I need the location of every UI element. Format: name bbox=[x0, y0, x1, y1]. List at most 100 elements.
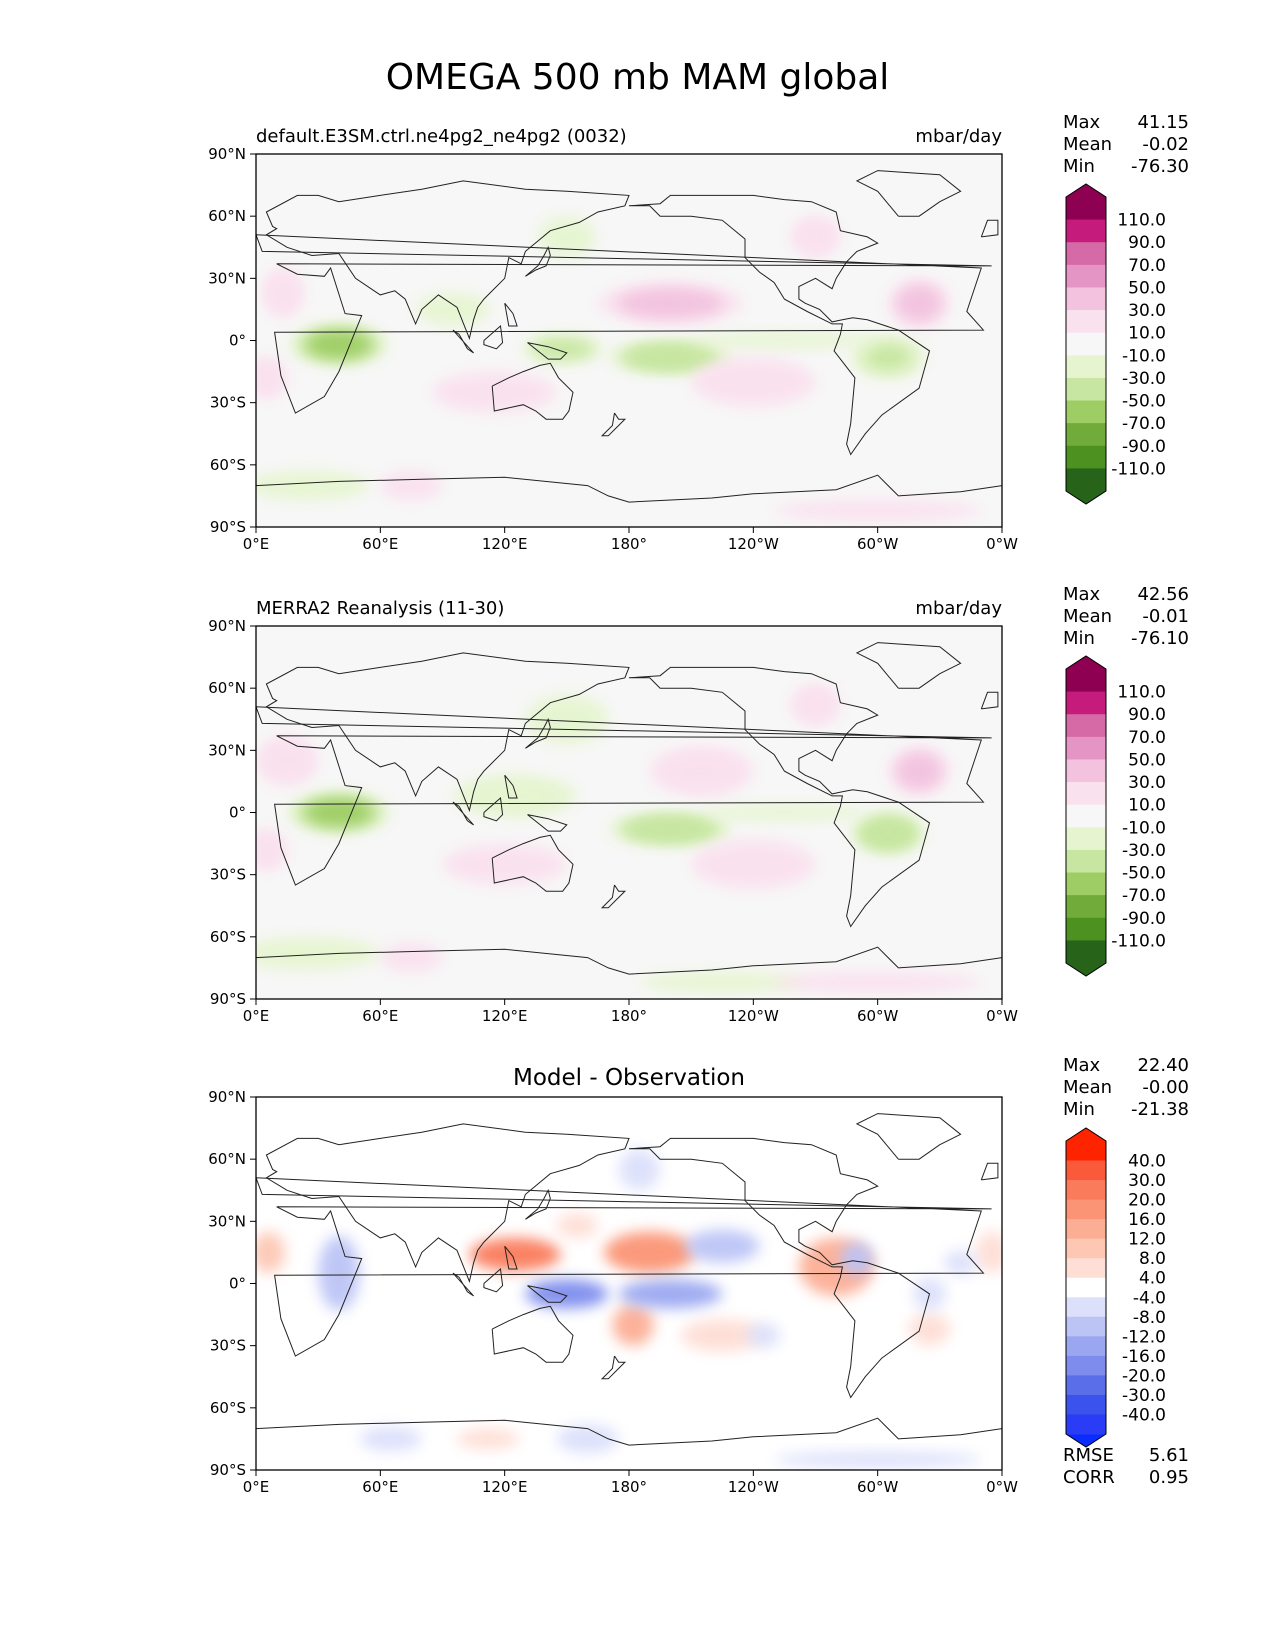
colorbar-segment bbox=[1066, 1394, 1106, 1415]
coastline bbox=[265, 180, 630, 341]
contour-region bbox=[612, 1304, 654, 1346]
contour-region bbox=[618, 1279, 723, 1309]
colorbar-label: -30.0 bbox=[1122, 841, 1166, 861]
contour-region bbox=[359, 1426, 422, 1452]
stat-value: -21.38 bbox=[1131, 1099, 1189, 1120]
colorbar-segment bbox=[1066, 400, 1106, 424]
colorbar-extend-bottom bbox=[1066, 1434, 1106, 1447]
y-tick-label: 60°N bbox=[208, 679, 246, 697]
panel-units: mbar/day bbox=[915, 598, 1002, 619]
colorbar: 40.030.020.016.012.08.04.0-4.0-8.0-12.0-… bbox=[1065, 1127, 1166, 1448]
stat-value: 42.56 bbox=[1137, 584, 1189, 605]
y-tick-label: 30°S bbox=[210, 866, 246, 884]
x-tick-label: 60°W bbox=[857, 1007, 899, 1025]
colorbar-outline bbox=[1065, 1127, 1107, 1448]
y-tick-label: 60°N bbox=[208, 207, 246, 225]
coastline bbox=[504, 1245, 518, 1270]
colorbar-segment bbox=[1066, 1258, 1106, 1279]
colorbar-label: 90.0 bbox=[1128, 705, 1166, 725]
coastline bbox=[504, 774, 518, 799]
x-tick-label: 0°E bbox=[243, 535, 270, 553]
x-tick-label: 180° bbox=[611, 1007, 647, 1025]
y-tick-label: 30°N bbox=[208, 741, 246, 759]
coastline bbox=[256, 706, 992, 886]
colorbar-segment bbox=[1066, 1141, 1106, 1162]
coastline bbox=[855, 170, 962, 217]
metric-label: CORR bbox=[1063, 1467, 1115, 1488]
colorbar-label: -30.0 bbox=[1122, 1386, 1166, 1406]
contour-region bbox=[306, 799, 372, 826]
x-tick-label: 60°W bbox=[857, 535, 899, 553]
contour-region bbox=[380, 471, 443, 501]
x-tick-label: 120°W bbox=[728, 535, 779, 553]
colorbar-segment bbox=[1066, 219, 1106, 243]
colorbar: 110.090.0 70.050.0 30.0 10.0-10.0 -30.0 -50.0… bbox=[1065, 655, 1166, 977]
x-tick-label: 180° bbox=[611, 1478, 647, 1496]
colorbar-label: -20.0 bbox=[1122, 1366, 1166, 1386]
contour-field bbox=[256, 1148, 1002, 1468]
colorbar-segment bbox=[1066, 1355, 1106, 1376]
coastline bbox=[265, 652, 630, 813]
colorbar-segment bbox=[1066, 872, 1106, 896]
colorbar-segment bbox=[1066, 310, 1106, 334]
x-tick-label: 120°E bbox=[482, 1478, 528, 1496]
colorbar-segment bbox=[1066, 445, 1106, 469]
coastline bbox=[527, 814, 568, 832]
coastline bbox=[525, 1188, 551, 1220]
contour-region bbox=[267, 274, 298, 311]
colorbar-segment bbox=[1066, 287, 1106, 311]
colorbar-label: 30.0 bbox=[1128, 773, 1166, 793]
coastline bbox=[256, 946, 1002, 975]
colorbar-extend-bottom bbox=[1066, 491, 1106, 504]
colorbar-segment bbox=[1066, 804, 1106, 828]
colorbar-segment bbox=[1066, 1336, 1106, 1357]
y-tick-label: 90°N bbox=[208, 145, 246, 163]
coastline bbox=[525, 245, 551, 277]
y-tick-label: 60°S bbox=[210, 928, 246, 946]
stat-value: -0.00 bbox=[1142, 1077, 1189, 1098]
x-tick-label: 120°E bbox=[482, 1007, 528, 1025]
coastline bbox=[980, 219, 999, 238]
coastline bbox=[980, 1162, 999, 1181]
colorbar-label: 50.0 bbox=[1128, 278, 1166, 298]
contour-region bbox=[256, 362, 282, 393]
colorbar-label: -10.0 bbox=[1122, 346, 1166, 366]
panel-title: MERRA2 Reanalysis (11-30) bbox=[256, 598, 504, 619]
colorbar-label: -70.0 bbox=[1122, 886, 1166, 906]
contour-region bbox=[617, 288, 724, 319]
coastline bbox=[628, 666, 931, 928]
colorbar: 110.090.0 70.050.0 30.0 10.0-10.0 -30.0 -50.0… bbox=[1065, 183, 1166, 505]
contour-region bbox=[943, 1250, 978, 1276]
contour-region bbox=[774, 500, 982, 521]
contour-field bbox=[256, 216, 982, 521]
coastline bbox=[855, 642, 962, 689]
x-tick-label: 60°E bbox=[362, 1478, 398, 1496]
x-tick-label: 60°E bbox=[362, 1007, 398, 1025]
figure-title: OMEGA 500 mb MAM global bbox=[385, 57, 890, 98]
colorbar-segment bbox=[1066, 827, 1106, 851]
colorbar-label: -16.0 bbox=[1122, 1347, 1166, 1367]
contour-region bbox=[307, 331, 371, 358]
stat-label: Max bbox=[1063, 1055, 1101, 1076]
coastline bbox=[491, 1305, 574, 1363]
colorbar-label: 16.0 bbox=[1128, 1210, 1166, 1230]
contour-region bbox=[896, 753, 942, 790]
y-tick-label: 30°S bbox=[210, 1337, 246, 1355]
colorbar-segment bbox=[1066, 1277, 1106, 1298]
panel-obs: 0°E 60°E 120°E 180° 120°W 60°W 0°W 90°N 60°N 30°N… bbox=[208, 584, 1189, 1025]
contour-region bbox=[415, 292, 491, 326]
contour-region bbox=[442, 843, 567, 886]
colorbar-label: 12.0 bbox=[1128, 1230, 1166, 1250]
contour-region bbox=[256, 471, 370, 501]
colorbar-label: 110.0 bbox=[1117, 211, 1166, 231]
colorbar-label: 50.0 bbox=[1128, 750, 1166, 770]
colorbar-segment bbox=[1066, 691, 1106, 715]
coastline bbox=[600, 1355, 627, 1380]
colorbar-label: -50.0 bbox=[1122, 864, 1166, 884]
x-tick-label: 120°E bbox=[482, 535, 528, 553]
panel-diff: 0°E 60°E 120°E 180° 120°W 60°W 0°W 90°N 60°N 30°N… bbox=[208, 1055, 1189, 1496]
colorbar-label: -12.0 bbox=[1122, 1327, 1166, 1347]
coastline bbox=[527, 1285, 568, 1303]
coastline bbox=[483, 325, 504, 350]
colorbar-segment bbox=[1066, 242, 1106, 266]
